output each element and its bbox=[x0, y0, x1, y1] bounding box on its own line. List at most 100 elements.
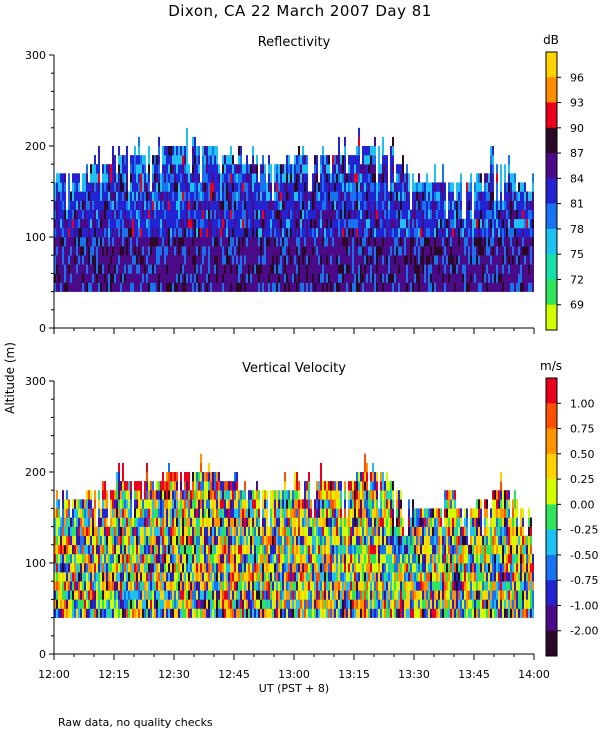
heat-cell bbox=[118, 590, 120, 600]
heat-cell bbox=[170, 481, 172, 491]
heat-cell bbox=[526, 200, 528, 210]
heat-cell bbox=[486, 246, 488, 256]
heat-cell bbox=[192, 273, 194, 283]
heat-cell bbox=[60, 553, 62, 564]
heat-cell bbox=[200, 581, 202, 591]
heat-cell bbox=[98, 209, 100, 220]
heat-cell bbox=[274, 264, 276, 274]
heat-cell bbox=[294, 155, 296, 165]
heat-cell bbox=[152, 200, 154, 210]
heat-cell bbox=[256, 481, 258, 491]
heat-cell bbox=[230, 246, 232, 256]
heat-cell bbox=[184, 146, 186, 156]
heat-cell bbox=[194, 553, 196, 564]
heat-cell bbox=[160, 209, 162, 220]
heat-cell bbox=[198, 246, 200, 256]
heat-cell bbox=[284, 282, 286, 292]
heat-cell bbox=[216, 264, 218, 274]
heat-cell bbox=[212, 481, 214, 491]
heat-cell bbox=[390, 218, 392, 229]
heat-cell bbox=[344, 155, 346, 165]
heat-cell bbox=[526, 255, 528, 265]
heat-cell bbox=[124, 227, 126, 238]
heat-cell bbox=[112, 246, 114, 256]
heat-cell bbox=[72, 173, 74, 183]
heat-cell bbox=[320, 155, 322, 165]
heat-cell bbox=[174, 526, 176, 536]
heat-cell bbox=[220, 590, 222, 600]
heat-cell bbox=[478, 255, 480, 265]
heat-cell bbox=[392, 146, 394, 156]
heat-cell bbox=[422, 255, 424, 265]
heat-cell bbox=[450, 237, 452, 247]
heat-cell bbox=[176, 508, 178, 518]
heat-cell bbox=[510, 191, 512, 201]
heat-cell bbox=[144, 508, 146, 518]
heat-cell bbox=[256, 255, 258, 265]
heat-cell bbox=[184, 517, 186, 527]
heat-cell bbox=[132, 535, 134, 546]
heat-cell bbox=[170, 182, 172, 192]
heat-cell bbox=[150, 581, 152, 591]
heat-cell bbox=[108, 182, 110, 192]
heat-cell bbox=[156, 227, 158, 238]
heat-cell bbox=[164, 246, 166, 256]
heat-cell bbox=[476, 237, 478, 247]
heat-cell bbox=[96, 191, 98, 201]
heat-cell bbox=[232, 490, 234, 500]
heat-cell bbox=[288, 273, 290, 283]
heat-cell bbox=[218, 499, 220, 509]
heat-cell bbox=[292, 237, 294, 247]
heat-cell bbox=[290, 218, 292, 229]
heat-cell bbox=[264, 255, 266, 265]
heat-cell bbox=[64, 544, 66, 555]
heat-cell bbox=[422, 264, 424, 274]
heat-cell bbox=[204, 481, 206, 491]
heat-cell bbox=[492, 164, 494, 174]
heat-cell bbox=[174, 535, 176, 546]
heat-cell bbox=[228, 273, 230, 283]
heat-cell bbox=[490, 255, 492, 265]
heat-cell bbox=[186, 164, 188, 174]
heat-cell bbox=[210, 572, 212, 582]
heat-cell bbox=[78, 200, 80, 210]
heat-cell bbox=[164, 227, 166, 238]
heat-cell bbox=[416, 255, 418, 265]
heat-cell bbox=[132, 282, 134, 292]
heat-cell bbox=[366, 227, 368, 238]
heat-cell bbox=[192, 182, 194, 192]
heat-cell bbox=[56, 182, 58, 192]
heat-cell bbox=[410, 237, 412, 247]
heat-cell bbox=[312, 264, 314, 274]
heat-cell bbox=[112, 200, 114, 210]
heat-cell bbox=[404, 218, 406, 229]
panel-title: Reflectivity bbox=[258, 35, 331, 50]
heat-cell bbox=[518, 246, 520, 256]
heat-cell bbox=[122, 572, 124, 582]
heat-cell bbox=[488, 255, 490, 265]
heat-cell bbox=[496, 227, 498, 238]
heat-cell bbox=[216, 490, 218, 500]
heat-cell bbox=[518, 182, 520, 192]
heat-cell bbox=[158, 200, 160, 210]
heat-cell bbox=[148, 155, 150, 165]
heat-cell bbox=[178, 572, 180, 582]
heat-cell bbox=[212, 155, 214, 165]
heat-cell bbox=[68, 200, 70, 210]
heat-cell bbox=[54, 218, 56, 229]
heat-cell bbox=[398, 237, 400, 247]
heat-cell bbox=[512, 182, 514, 192]
heat-cell bbox=[76, 237, 78, 247]
heat-cell bbox=[282, 164, 284, 174]
heat-cell bbox=[268, 155, 270, 165]
heat-cell bbox=[210, 553, 212, 564]
heat-cell bbox=[268, 164, 270, 174]
heat-cell bbox=[170, 572, 172, 582]
heat-cell bbox=[350, 246, 352, 256]
heat-cell bbox=[94, 553, 96, 564]
heat-cell bbox=[478, 237, 480, 247]
heat-cell bbox=[440, 264, 442, 274]
heat-cell bbox=[74, 599, 76, 609]
heat-cell bbox=[136, 553, 138, 564]
heat-cell bbox=[228, 164, 230, 174]
